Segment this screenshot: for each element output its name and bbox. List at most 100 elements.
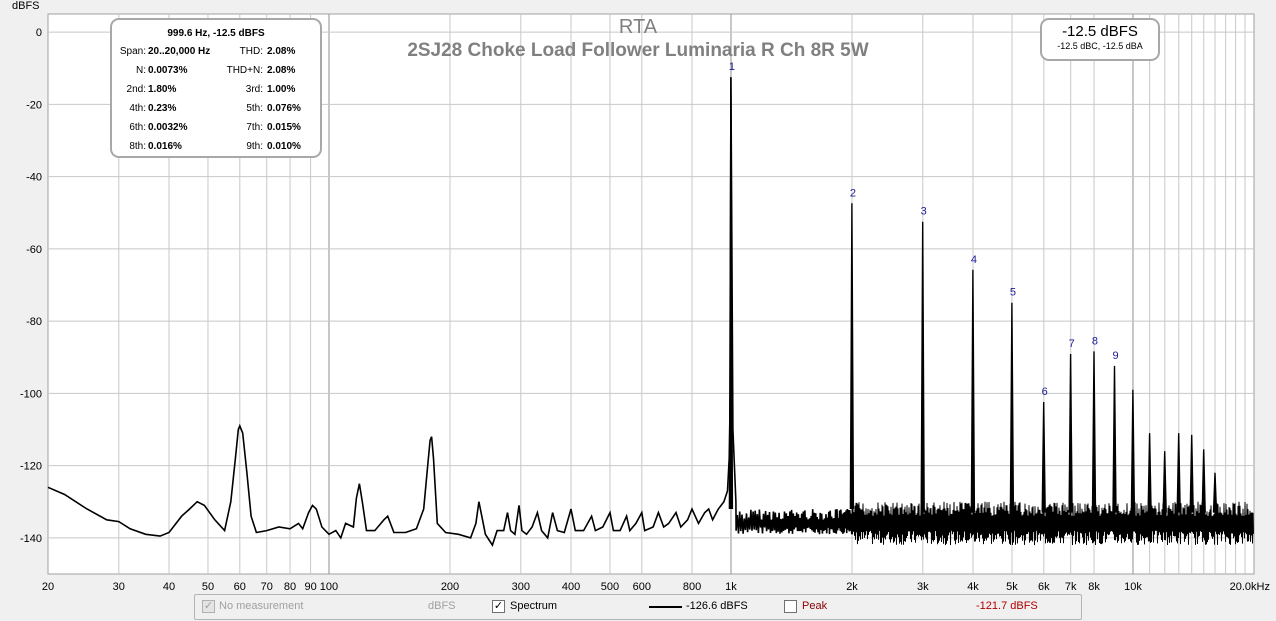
info-l2: THD: xyxy=(239,46,263,57)
y-tick-label: -20 xyxy=(26,99,42,111)
noise-floor-band xyxy=(851,501,1254,546)
harmonic-peak xyxy=(1009,302,1015,513)
x-tick-label: 8k xyxy=(1088,581,1100,592)
spectrum-line-swatch xyxy=(649,606,682,608)
info-row: N: 0.0073% THD+N: 2.08% xyxy=(112,65,320,84)
info-v1: 0.016% xyxy=(148,141,182,152)
info-v2: 0.076% xyxy=(267,103,301,114)
info-v2: 0.010% xyxy=(267,141,301,152)
x-tick-label: 200 xyxy=(441,581,459,592)
x-tick-label: 6k xyxy=(1038,581,1050,592)
info-row: 6th: 0.0032% 7th: 0.015% xyxy=(112,122,320,141)
distortion-table: Span: 20..20,000 Hz THD: 2.08% N: 0.0073% THD+… xyxy=(112,46,320,160)
harmonic-labels: 1 2 3 4 5 6 7 8 9 xyxy=(729,61,1119,398)
y-axis-label: dBFS xyxy=(12,0,40,12)
harmonic-label: 2 xyxy=(850,187,856,199)
spectrum-line xyxy=(47,77,854,547)
x-tick-label: 20.0kHz xyxy=(1230,581,1270,592)
info-l1: N: xyxy=(136,65,146,76)
harmonic-peak xyxy=(1201,449,1206,513)
chart-subtitle: 2SJ28 Choke Load Follower Luminaria R Ch… xyxy=(407,40,868,61)
info-row: 8th: 0.016% 9th: 0.010% xyxy=(112,141,320,160)
x-tick-label: 3k xyxy=(917,581,929,592)
chart-title: RTA xyxy=(619,16,658,38)
info-l2: 9th: xyxy=(246,141,263,152)
harmonic-peak xyxy=(1189,434,1194,513)
harmonic-label: 6 xyxy=(1042,386,1048,398)
spectrum-trace xyxy=(47,77,1254,547)
spectrum-label: Spectrum xyxy=(510,600,558,612)
info-l2: THD+N: xyxy=(226,65,263,76)
spectrum-checkbox[interactable]: ✓ xyxy=(492,600,505,613)
y-tick-label: -120 xyxy=(20,461,42,473)
y-tick-label: -140 xyxy=(20,533,42,545)
info-v2: 1.00% xyxy=(267,84,296,95)
harmonic-peak xyxy=(1130,389,1136,513)
info-v2: 0.015% xyxy=(267,122,301,133)
y-tick-label: -100 xyxy=(20,388,42,400)
info-l1: Span: xyxy=(119,46,146,57)
x-tick-label: 7k xyxy=(1065,581,1077,592)
peak-label: Peak xyxy=(802,600,828,612)
grid xyxy=(48,14,1254,574)
x-tick-label: 500 xyxy=(601,581,619,592)
harmonic-label: 1 xyxy=(729,61,735,73)
info-l2: 5th: xyxy=(246,103,263,114)
harmonic-peak xyxy=(1212,472,1218,513)
harmonic-peak xyxy=(1068,353,1073,513)
x-tick-label: 800 xyxy=(683,581,701,592)
info-l2: 7th: xyxy=(246,122,263,133)
info-v1: 0.0073% xyxy=(148,65,188,76)
x-tick-label: 70 xyxy=(261,581,273,592)
harmonic-label: 5 xyxy=(1010,287,1016,299)
info-v1: 1.80% xyxy=(148,84,177,95)
harmonic-peak xyxy=(970,269,976,513)
harmonic-label: 4 xyxy=(971,254,977,266)
spectrum-value: -126.6 dBFS xyxy=(686,600,748,612)
legend-bar: ✓ No measurement dBFS ✓ Spectrum -126.6 … xyxy=(194,594,1082,620)
level-meter-box[interactable]: -12.5 dBFS -12.5 dBC, -12.5 dBA xyxy=(1040,18,1160,61)
no-measurement-label: No measurement xyxy=(219,600,304,612)
harmonic-peak xyxy=(920,221,925,513)
x-tick-label: 60 xyxy=(234,581,246,592)
distortion-info-box[interactable]: 999.6 Hz, -12.5 dBFS Span: 20..20,000 Hz T… xyxy=(110,18,322,158)
info-l1: 4th: xyxy=(129,103,146,114)
x-tick-label: 80 xyxy=(284,581,296,592)
x-tick-label: 50 xyxy=(202,581,214,592)
y-tick-label: 0 xyxy=(36,27,42,39)
info-l1: 2nd: xyxy=(126,84,146,95)
peak-checkbox[interactable] xyxy=(784,600,797,613)
x-tick-label: 2k xyxy=(846,581,858,592)
harmonic-peak xyxy=(1091,351,1097,513)
info-row: Span: 20..20,000 Hz THD: 2.08% xyxy=(112,46,320,65)
x-tick-label: 90 xyxy=(304,581,316,592)
level-main: -12.5 dBFS xyxy=(1062,23,1138,40)
x-tick-label: 400 xyxy=(562,581,580,592)
harmonic-peak xyxy=(849,203,855,509)
no-measurement-checkbox[interactable]: ✓ xyxy=(202,600,215,613)
axis-ticks: 20 30 40 50 60 70 80 90 100 200 300 400 500 600 800 1k 2… xyxy=(20,27,1270,592)
cursor-readout: 999.6 Hz, -12.5 dBFS xyxy=(167,28,265,39)
y-tick-label: -60 xyxy=(26,244,42,256)
info-v1: 0.0032% xyxy=(148,122,188,133)
level-weighted: -12.5 dBC, -12.5 dBA xyxy=(1057,41,1143,51)
x-tick-label: 1k xyxy=(725,581,737,592)
info-l2: 3rd: xyxy=(245,84,263,95)
info-l1: 6th: xyxy=(129,122,146,133)
no-measurement-unit: dBFS xyxy=(428,600,456,612)
info-v2: 2.08% xyxy=(267,65,296,76)
harmonic-peak xyxy=(1162,451,1167,513)
x-tick-label: 600 xyxy=(633,581,651,592)
x-tick-label: 30 xyxy=(113,581,125,592)
harmonic-peak xyxy=(1147,433,1152,513)
info-v1: 20..20,000 Hz xyxy=(148,46,211,57)
peak-value: -121.7 dBFS xyxy=(976,600,1038,612)
x-tick-label: 40 xyxy=(163,581,175,592)
info-l1: 8th: xyxy=(129,141,146,152)
harmonic-peak xyxy=(1112,365,1117,513)
harmonic-label: 7 xyxy=(1069,338,1075,350)
x-tick-label: 100 xyxy=(320,581,338,592)
info-v1: 0.23% xyxy=(148,103,177,114)
fundamental-peak xyxy=(728,77,734,509)
harmonic-label: 3 xyxy=(921,206,927,218)
